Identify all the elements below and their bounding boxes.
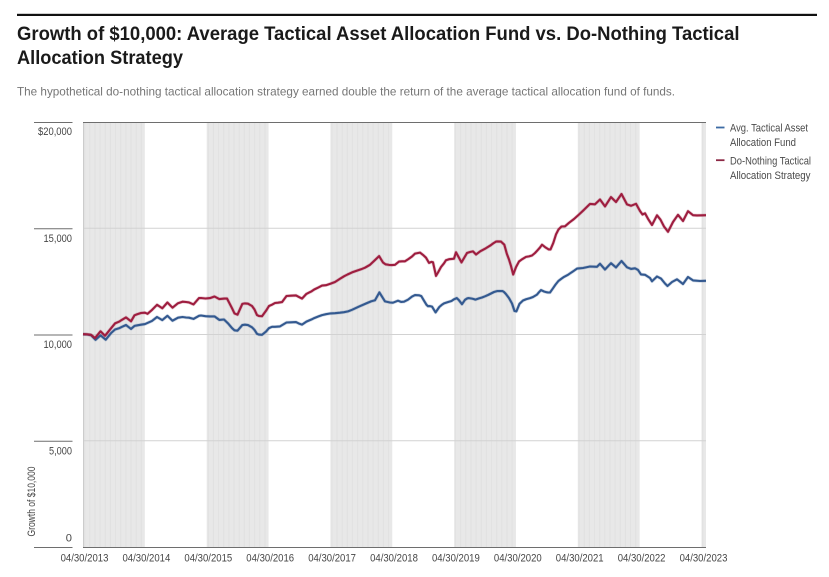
svg-text:04/30/2019: 04/30/2019 [432,553,480,565]
svg-text:04/30/2015: 04/30/2015 [184,553,232,565]
svg-text:0: 0 [66,533,72,545]
svg-text:04/30/2022: 04/30/2022 [618,553,666,565]
svg-text:Growth of $10,000: Average Tac: Growth of $10,000: Average Tactical Asse… [17,24,740,45]
svg-text:Avg. Tactical Asset: Avg. Tactical Asset [730,123,808,135]
svg-text:04/30/2014: 04/30/2014 [123,553,171,565]
svg-text:04/30/2018: 04/30/2018 [370,553,418,565]
svg-text:Allocation Fund: Allocation Fund [730,137,796,149]
svg-text:The hypothetical do-nothing ta: The hypothetical do-nothing tactical all… [17,85,675,99]
svg-text:$20,000: $20,000 [38,126,72,138]
svg-text:04/30/2023: 04/30/2023 [680,553,728,565]
svg-text:04/30/2020: 04/30/2020 [494,553,542,565]
svg-text:Allocation Strategy: Allocation Strategy [17,48,183,69]
svg-text:15,000: 15,000 [44,233,73,245]
svg-text:Allocation Strategy: Allocation Strategy [730,170,811,182]
svg-text:Do-Nothing Tactical: Do-Nothing Tactical [730,156,811,168]
svg-text:04/30/2016: 04/30/2016 [246,553,294,565]
svg-text:Growth of $10,000: Growth of $10,000 [26,467,38,537]
svg-text:04/30/2021: 04/30/2021 [556,553,604,565]
svg-text:04/30/2017: 04/30/2017 [308,553,356,565]
svg-text:5,000: 5,000 [49,446,72,458]
svg-text:04/30/2013: 04/30/2013 [61,553,109,565]
svg-text:10,000: 10,000 [44,339,73,351]
